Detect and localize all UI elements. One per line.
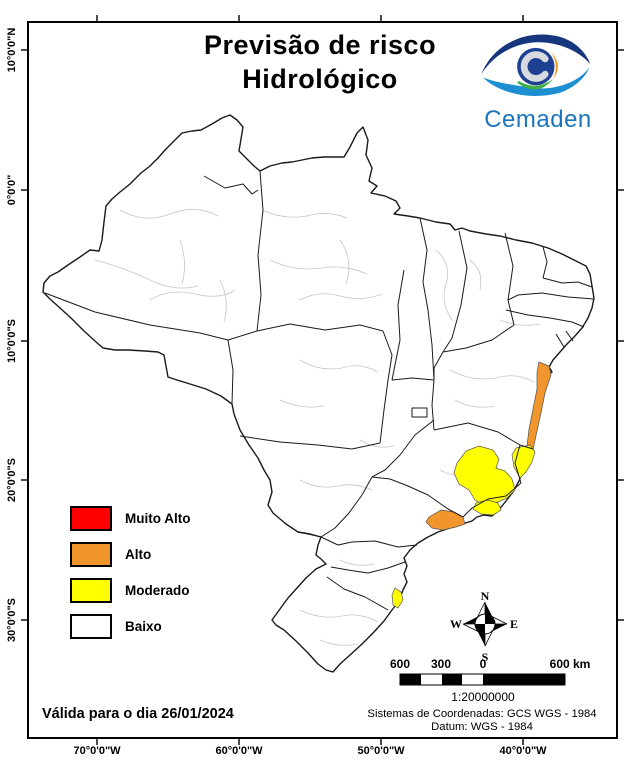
legend-label-moderado: Moderado — [125, 583, 190, 598]
compass-south-label: S — [482, 650, 489, 664]
map-title: Previsão de risco Hidrológico — [160, 28, 480, 96]
map-title-line1: Previsão de risco — [203, 30, 437, 60]
legend: Muito Alto Alto Moderado Baixo — [70, 505, 190, 649]
scale-label-0: 0 — [480, 657, 487, 671]
legend-swatch-moderado — [70, 578, 112, 603]
municipal-boundaries — [94, 209, 541, 646]
scale-bar: 600 300 0 600 km — [390, 657, 591, 686]
compass-east-label: E — [510, 617, 518, 631]
lat-label-30s: 30°0'0"S — [6, 597, 18, 643]
risk-region-litoral-santa-catarina — [391, 587, 404, 609]
lat-label-10n: 10°0'0"N — [6, 27, 18, 73]
lon-label-50w: 50°0'0"W — [357, 745, 405, 757]
lat-label-10s: 10°0'0"S — [6, 318, 18, 364]
scale-label-600km: 600 km — [550, 657, 591, 671]
projection-note: Sistemas de Coordenadas: GCS WGS - 1984 … — [348, 708, 616, 734]
compass-north-label: N — [481, 589, 490, 603]
scale-label-600-left: 600 — [390, 657, 410, 671]
map-frame — [27, 21, 618, 739]
lat-label-20s: 20°0'0"S — [6, 457, 18, 503]
legend-item-alto: Alto — [70, 541, 190, 568]
brazil-outline — [42, 114, 595, 673]
scale-ratio: 1:20000000 — [451, 690, 515, 704]
state-boundaries — [44, 170, 595, 611]
lon-label-70w: 70°0'0"W — [73, 745, 121, 757]
legend-item-baixo: Baixo — [70, 613, 190, 640]
cemaden-wordmark: Cemaden — [484, 106, 592, 133]
legend-swatch-muito-alto — [70, 506, 112, 531]
projection-note-line2: Datum: WGS - 1984 — [431, 721, 533, 733]
legend-label-alto: Alto — [125, 547, 152, 562]
lon-label-40w: 40°0'0"W — [499, 745, 547, 757]
lat-label-0: 0°0'0" — [6, 174, 18, 206]
map-title-line2: Hidrológico — [242, 64, 398, 94]
compass-rose-icon: N S E W — [450, 589, 518, 664]
distrito-federal — [411, 407, 428, 418]
lon-label-60w: 60°0'0"W — [215, 745, 263, 757]
legend-item-moderado: Moderado — [70, 577, 190, 604]
legend-swatch-alto — [70, 542, 112, 567]
scale-label-300: 300 — [431, 657, 451, 671]
legend-swatch-baixo — [70, 614, 112, 639]
projection-note-line1: Sistemas de Coordenadas: GCS WGS - 1984 — [367, 708, 597, 720]
risk-region-litoral-sao-paulo — [425, 509, 466, 531]
validity-note: Válida para o dia 26/01/2024 — [42, 706, 234, 722]
graticule-ticks — [21, 15, 624, 745]
risk-region-minas-gerais — [453, 445, 516, 507]
compass-west-label: W — [450, 617, 462, 631]
legend-label-baixo: Baixo — [125, 619, 162, 634]
cemaden-logo-icon — [481, 34, 591, 97]
legend-item-muito-alto: Muito Alto — [70, 505, 190, 532]
legend-label-muito-alto: Muito Alto — [125, 511, 191, 526]
